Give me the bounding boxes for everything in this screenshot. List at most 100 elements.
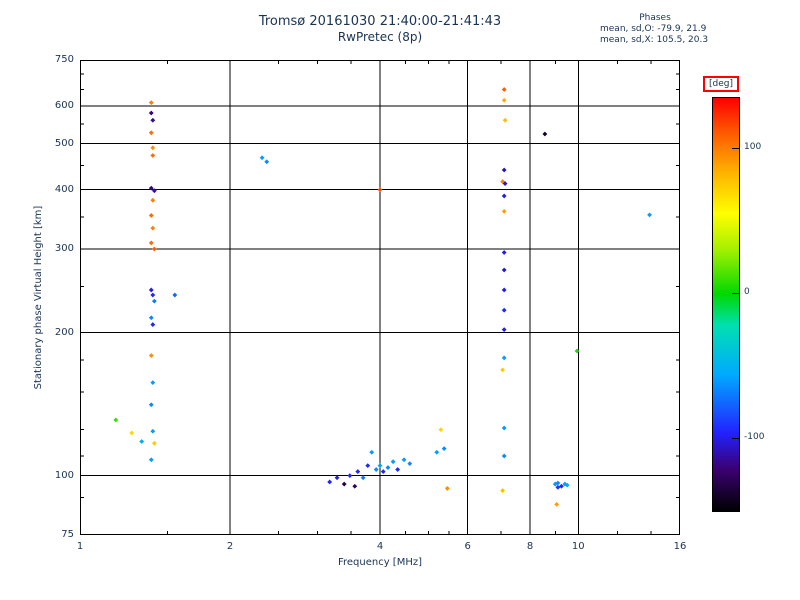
data-point	[501, 97, 507, 103]
data-point	[647, 212, 652, 218]
data-point	[151, 298, 157, 304]
x-tick-label: 16	[673, 541, 687, 552]
data-point	[501, 307, 507, 313]
y-tick-label: 600	[54, 100, 74, 112]
data-point	[334, 475, 340, 481]
data-point	[501, 167, 507, 173]
data-point	[501, 250, 507, 255]
data-point	[500, 488, 506, 494]
data-point	[150, 380, 156, 386]
colorbar-tick-label: 100	[744, 141, 762, 152]
data-point	[501, 209, 507, 214]
data-point	[150, 117, 156, 123]
data-point	[501, 425, 507, 431]
colorbar	[712, 97, 740, 512]
data-point	[501, 193, 507, 199]
x-tick-label: 8	[526, 541, 534, 552]
data-point	[500, 367, 506, 373]
data-point	[373, 467, 379, 472]
data-point	[385, 465, 391, 470]
plot-border	[80, 60, 680, 535]
colorbar-tick-label: 0	[744, 286, 750, 297]
colorbar-unit-label: [deg]	[703, 76, 739, 92]
colorbar-tick	[732, 437, 739, 439]
y-axis-title: Stationary phase Virtual Height [km]	[33, 205, 44, 390]
y-tick-label: 500	[54, 137, 74, 149]
data-point	[150, 225, 156, 231]
data-point	[264, 159, 270, 165]
data-point	[555, 480, 561, 486]
data-point	[150, 197, 156, 203]
data-point	[148, 213, 154, 218]
plot-area	[80, 60, 680, 535]
data-point	[564, 482, 570, 488]
data-point	[139, 439, 145, 444]
data-point	[148, 315, 154, 321]
phases-mean-x: mean, sd,X: 105.5, 20.3	[600, 34, 709, 45]
data-point	[327, 479, 333, 485]
x-tick-label: 6	[464, 541, 471, 552]
data-point	[501, 87, 507, 92]
data-point	[148, 402, 154, 408]
data-point	[129, 430, 135, 436]
data-point	[148, 130, 154, 136]
data-point	[151, 246, 157, 252]
x-tick-label: 4	[376, 541, 384, 552]
x-tick-label: 1	[76, 541, 84, 552]
data-point	[502, 117, 508, 123]
data-point	[501, 355, 507, 361]
data-point	[148, 287, 154, 293]
data-point	[151, 188, 157, 194]
data-point	[502, 181, 508, 186]
data-point	[150, 145, 156, 151]
data-point	[365, 463, 371, 468]
data-point	[501, 287, 507, 293]
data-point	[444, 486, 450, 491]
y-tick-label: 200	[54, 326, 74, 338]
data-point	[148, 100, 154, 106]
data-point	[407, 461, 413, 467]
data-point	[148, 240, 154, 246]
data-point	[501, 453, 507, 459]
data-point	[148, 353, 154, 358]
data-point	[401, 457, 407, 463]
data-point	[542, 131, 548, 137]
x-tick-label: 10	[571, 541, 585, 552]
chart-subtitle: RwPretec (8p)	[337, 30, 423, 44]
data-point	[113, 417, 119, 423]
data-point	[380, 469, 386, 474]
plot-svg	[80, 60, 680, 535]
phases-mean-o: mean, sd,O: -79.9, 21.9	[600, 23, 707, 34]
colorbar-tick	[732, 147, 739, 149]
data-point	[150, 292, 156, 298]
phases-label: Phases	[639, 13, 671, 23]
data-point	[148, 185, 154, 191]
phases-block: Phases mean, sd,O: -79.9, 21.9 mean, sd,…	[600, 13, 760, 45]
chart-title: Tromsø 20161030 21:40:00-21:41:43	[258, 14, 502, 29]
x-tick-label: 2	[226, 541, 234, 552]
data-point	[390, 459, 396, 465]
data-point	[355, 469, 361, 474]
data-point	[341, 481, 347, 487]
colorbar-tick-label: -100	[744, 431, 765, 442]
data-point	[377, 187, 383, 193]
data-point	[172, 292, 178, 298]
colorbar-tick	[732, 292, 739, 294]
data-point	[369, 449, 375, 455]
data-point	[552, 481, 558, 487]
data-point	[151, 440, 157, 446]
data-point	[347, 473, 353, 479]
data-point	[360, 475, 366, 481]
data-point	[150, 153, 156, 158]
data-point	[352, 483, 358, 489]
data-point	[259, 155, 265, 161]
data-point	[501, 327, 507, 332]
data-point	[148, 457, 154, 463]
y-tick-label: 300	[54, 243, 74, 255]
data-point	[500, 179, 506, 184]
data-point	[377, 463, 383, 468]
x-axis-title: Frequency [MHz]	[337, 557, 423, 568]
y-tick-label: 750	[54, 54, 74, 65]
y-tick-label: 400	[54, 183, 74, 195]
